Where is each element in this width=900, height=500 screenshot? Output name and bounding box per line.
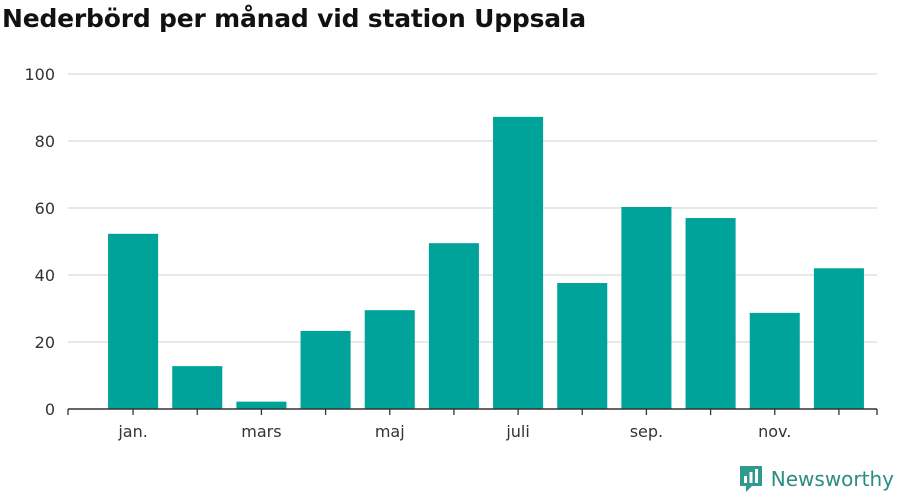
bar <box>428 243 479 409</box>
chart-title: Nederbörd per månad vid station Uppsala <box>2 4 586 33</box>
x-tick-label: juli <box>505 422 529 441</box>
x-tick-label: nov. <box>758 422 791 441</box>
bar <box>300 330 351 409</box>
x-tick-label: sep. <box>630 422 663 441</box>
y-tick-label: 40 <box>35 266 55 285</box>
bar <box>749 312 800 409</box>
bar <box>493 116 544 409</box>
bars <box>108 116 864 409</box>
y-tick-label: 0 <box>45 400 55 419</box>
brand-name: Newsworthy <box>770 467 894 491</box>
x-axis: jan. mars maj juli sep. nov. <box>67 408 878 441</box>
y-tick-label: 80 <box>35 132 55 151</box>
y-tick-label: 20 <box>35 333 55 352</box>
bar <box>621 206 672 409</box>
bar <box>685 218 736 409</box>
newsworthy-logo-icon <box>739 466 762 492</box>
x-tick-label: maj <box>375 422 405 441</box>
brand-logo[interactable]: Newsworthy <box>738 464 894 494</box>
y-tick-label: 60 <box>35 199 55 218</box>
bar <box>813 268 864 409</box>
bar <box>236 401 287 409</box>
bar <box>172 366 223 409</box>
x-tick-label: jan. <box>117 422 147 441</box>
y-tick-label: 100 <box>24 65 55 84</box>
bar <box>364 310 415 409</box>
x-tick-label: mars <box>241 422 281 441</box>
y-axis-ticks: 0 20 40 60 80 100 <box>24 65 55 419</box>
bar <box>108 233 159 409</box>
bar <box>557 283 608 409</box>
